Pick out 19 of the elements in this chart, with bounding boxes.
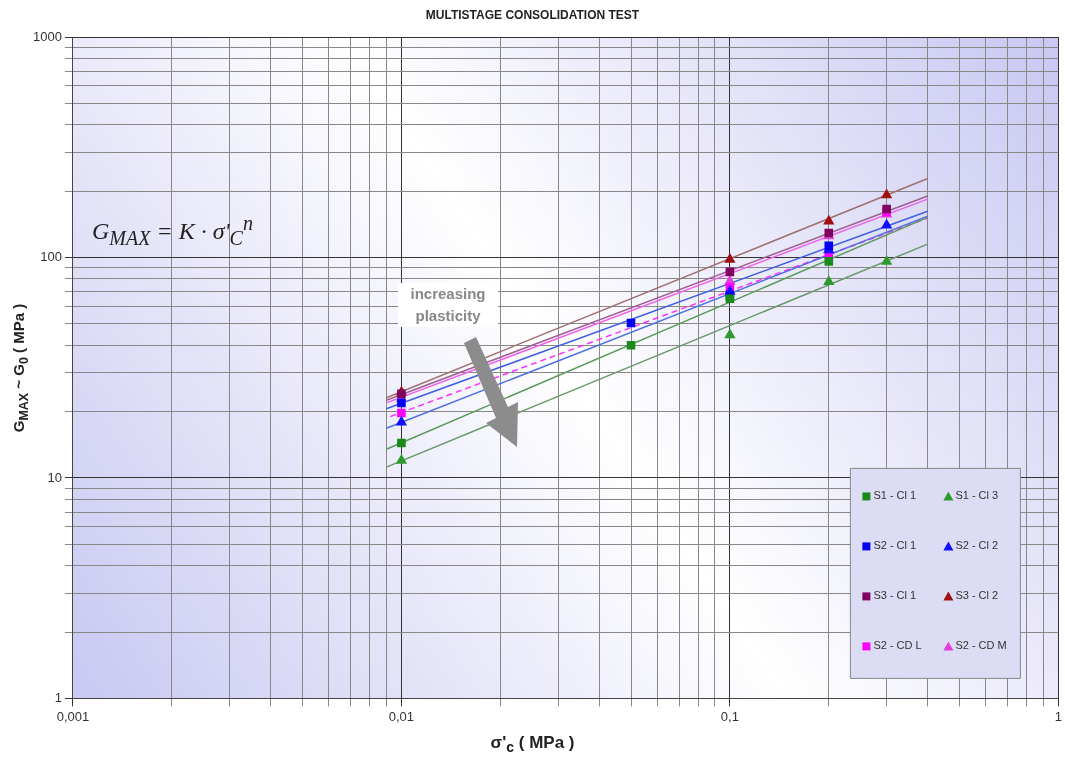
legend-label: S2 - Cl 2 <box>955 539 999 552</box>
legend-label: S2 - CD M <box>955 639 1007 652</box>
x-axis-title: σ'$_{c}$ ( MPa ) <box>489 733 576 756</box>
x-tick-label: 0,01 <box>388 708 415 724</box>
legend-label: S1 - Cl 3 <box>955 489 999 502</box>
x-tick-label: 0,001 <box>56 708 90 724</box>
legend-label: S2 - Cl 1 <box>873 539 917 552</box>
legend-label: S3 - Cl 1 <box>873 589 917 602</box>
x-tick-label: 0,1 <box>720 708 739 724</box>
annotation: increasing plasticity <box>398 283 498 327</box>
y-tick-label: 10 <box>47 469 62 485</box>
chart-title: MULTISTAGE CONSOLIDATION TEST <box>424 8 641 22</box>
y-tick-label: 100 <box>40 249 62 265</box>
x-tick-label: 1 <box>1054 708 1062 724</box>
y-tick-label: 1 <box>54 689 62 705</box>
legend-label: S2 - CD L <box>873 639 922 652</box>
legend-label: S3 - Cl 2 <box>955 589 999 602</box>
legend-label: S1 - Cl 1 <box>873 489 917 502</box>
y-tick-label: 1000 <box>33 28 62 44</box>
